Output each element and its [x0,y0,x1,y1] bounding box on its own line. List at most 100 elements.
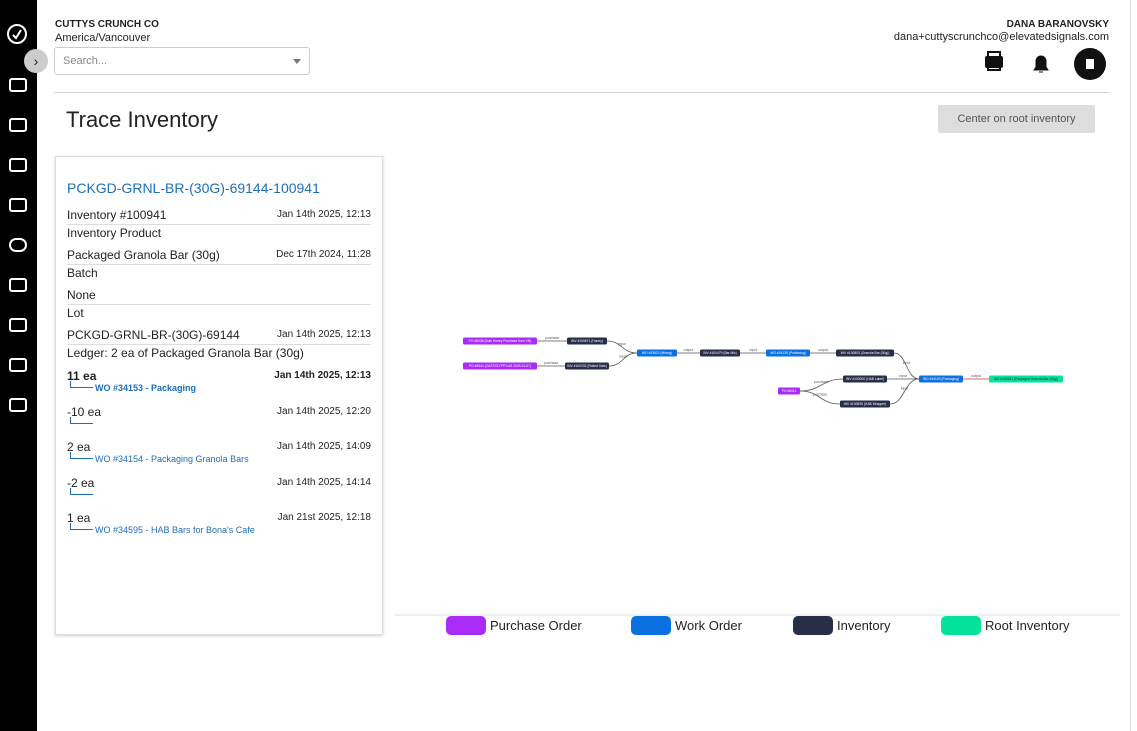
node-label: PO #8411 [782,389,797,393]
graph-node[interactable] [840,400,890,408]
edge-label: output [971,374,981,378]
company: CUTTYS CRUNCH CO [55,19,159,30]
edge-label: output [818,348,828,352]
node-label: INV #100671 (Honey) [571,339,603,343]
field-value-text: None [67,288,96,302]
field-label: Inventory Product [67,226,162,240]
graph-node[interactable] [637,349,677,357]
edge-label: purchase [545,336,559,340]
field-value-text: PCKGD-GRNL-BR-(30G)-69144 [67,328,240,342]
field-value: Inventory #100941 Jan 14th 2025, 12:13 [67,208,371,225]
node-label: WO #34135 (Portioning) [770,351,806,355]
ledger-date: Jan 14th 2025, 14:09 [277,441,371,452]
ledger-qty: -2 ea [67,475,95,490]
toolbar [985,48,1106,80]
center-button[interactable]: Center on root inventory [938,105,1095,133]
search-placeholder: Search... [63,55,108,67]
edge-label: input [618,342,626,346]
legend-label: Work Order [675,618,743,633]
scrollbar-edge [1130,0,1131,731]
edge-label: output [684,348,694,352]
nav-icon[interactable] [9,118,27,132]
graph-node[interactable] [565,362,609,370]
node-label: WO #33822 (Mixing) [642,351,672,355]
edge-label: input [899,374,907,378]
legend-swatch [446,616,486,635]
print-icon[interactable] [985,56,1003,68]
ledger-date: Jan 14th 2025, 14:14 [277,476,371,488]
edge-label: input [619,355,627,359]
field-label: Ledger: 2 ea of Packaged Granola Bar (30… [67,346,304,360]
field-label: Batch [67,266,98,280]
nav-icon[interactable] [9,358,27,372]
bell-icon[interactable] [1033,55,1049,73]
nav-icon[interactable] [9,238,27,252]
print-icon-paper [987,51,1001,71]
graph-edge [608,352,638,367]
graph-node[interactable] [463,362,537,370]
graph-node[interactable] [700,349,740,357]
logo [7,24,27,44]
ledger-date: Jan 14th 2025, 12:13 [274,370,371,381]
ledger-entry: 2 ea Jan 14th 2025, 14:09 WO #34154 - Pack… [67,440,371,470]
field-value: Packaged Granola Bar (30g) Dec 17th 2024,… [67,248,371,265]
ledger-work-order[interactable]: WO #34595 - HAB Bars for Bona's Cafe [95,525,255,535]
nav-icon[interactable] [9,278,27,292]
ledger-entry: 1 ea Jan 21st 2025, 12:18 WO #34595 - HAB … [67,511,371,541]
ledger-entry: 11 ea Jan 14th 2025, 12:13 WO #34153 - Pac… [67,369,371,399]
node-label: PO #8444 (OATS75-FPPLUS 2025-01-07) [469,364,531,368]
graph-node[interactable] [919,375,963,383]
ledger-connector [70,381,93,388]
nav-icon[interactable] [9,198,27,212]
ledger-entry: -10 ea Jan 14th 2025, 12:20 [67,405,371,435]
search-box[interactable]: Search... [54,47,310,75]
graph-edge [893,352,920,380]
inventory-card: PCKGD-GRNL-BR-(30G)-69144-100941 Invento… [55,156,383,635]
graph-node[interactable] [843,375,887,383]
field-label: Lot [67,306,84,320]
node-label: PO #8438 (Bulk Honey Purchase from VN) [469,339,532,343]
nav-icon[interactable] [9,398,27,412]
edge-label: input [749,348,757,352]
ledger-work-order[interactable]: WO #34153 - Packaging [95,383,197,393]
graph-node[interactable] [836,349,894,357]
timezone: America/Vancouver [55,32,151,44]
graph-node[interactable] [766,349,810,357]
node-label: INV #100000 (HAB Label) [846,377,884,381]
trace-graph: purchase purchase input input output input out… [395,336,1120,635]
nav-icon[interactable] [9,318,27,332]
nav-icon[interactable] [9,158,27,172]
node-label: INV #100803 (Granola Bar (30g)) [841,351,890,355]
node-label: INV #100232 (Rolled Oats) [567,364,607,368]
ledger-work-order[interactable]: WO #34154 - Packaging Granola Bars [95,454,249,464]
nav-icon[interactable] [9,78,27,92]
dropdown-arrow [293,59,301,68]
expand-button[interactable]: › [24,49,48,73]
graph-edge [889,378,920,405]
graph-edge [606,340,638,354]
sidebar [0,0,37,731]
legend-label: Root Inventory [985,618,1070,633]
graph-node[interactable] [778,387,800,395]
graph-node[interactable] [567,337,607,345]
ledger-qty: 11 ea [67,369,97,383]
field-value: None [67,288,371,305]
node-label: INV #100835 (HAB Wrapper) [844,402,887,406]
field-date: Jan 14th 2025, 12:13 [277,329,371,340]
doc-icon [1086,59,1094,69]
field-date: Dec 17th 2024, 11:28 [276,249,371,260]
ledger-connector [70,452,93,459]
edge-label: input [903,361,911,365]
field-value: PCKGD-GRNL-BR-(30G)-69144 Jan 14th 2025, … [67,328,371,345]
ledger-connector [70,487,93,495]
legend-swatch [631,616,671,635]
graph-node[interactable] [463,337,537,345]
legend-label: Purchase Order [490,618,582,633]
ledger-qty: 1 ea [67,511,91,525]
graph-node[interactable] [989,375,1063,383]
node-label: WO #34153 (Packaging) [923,377,959,381]
edge-label: purchase [544,361,558,365]
card-title: PCKGD-GRNL-BR-(30G)-69144-100941 [67,180,320,196]
user-name: DANA BARANOVSKY [1006,19,1109,30]
